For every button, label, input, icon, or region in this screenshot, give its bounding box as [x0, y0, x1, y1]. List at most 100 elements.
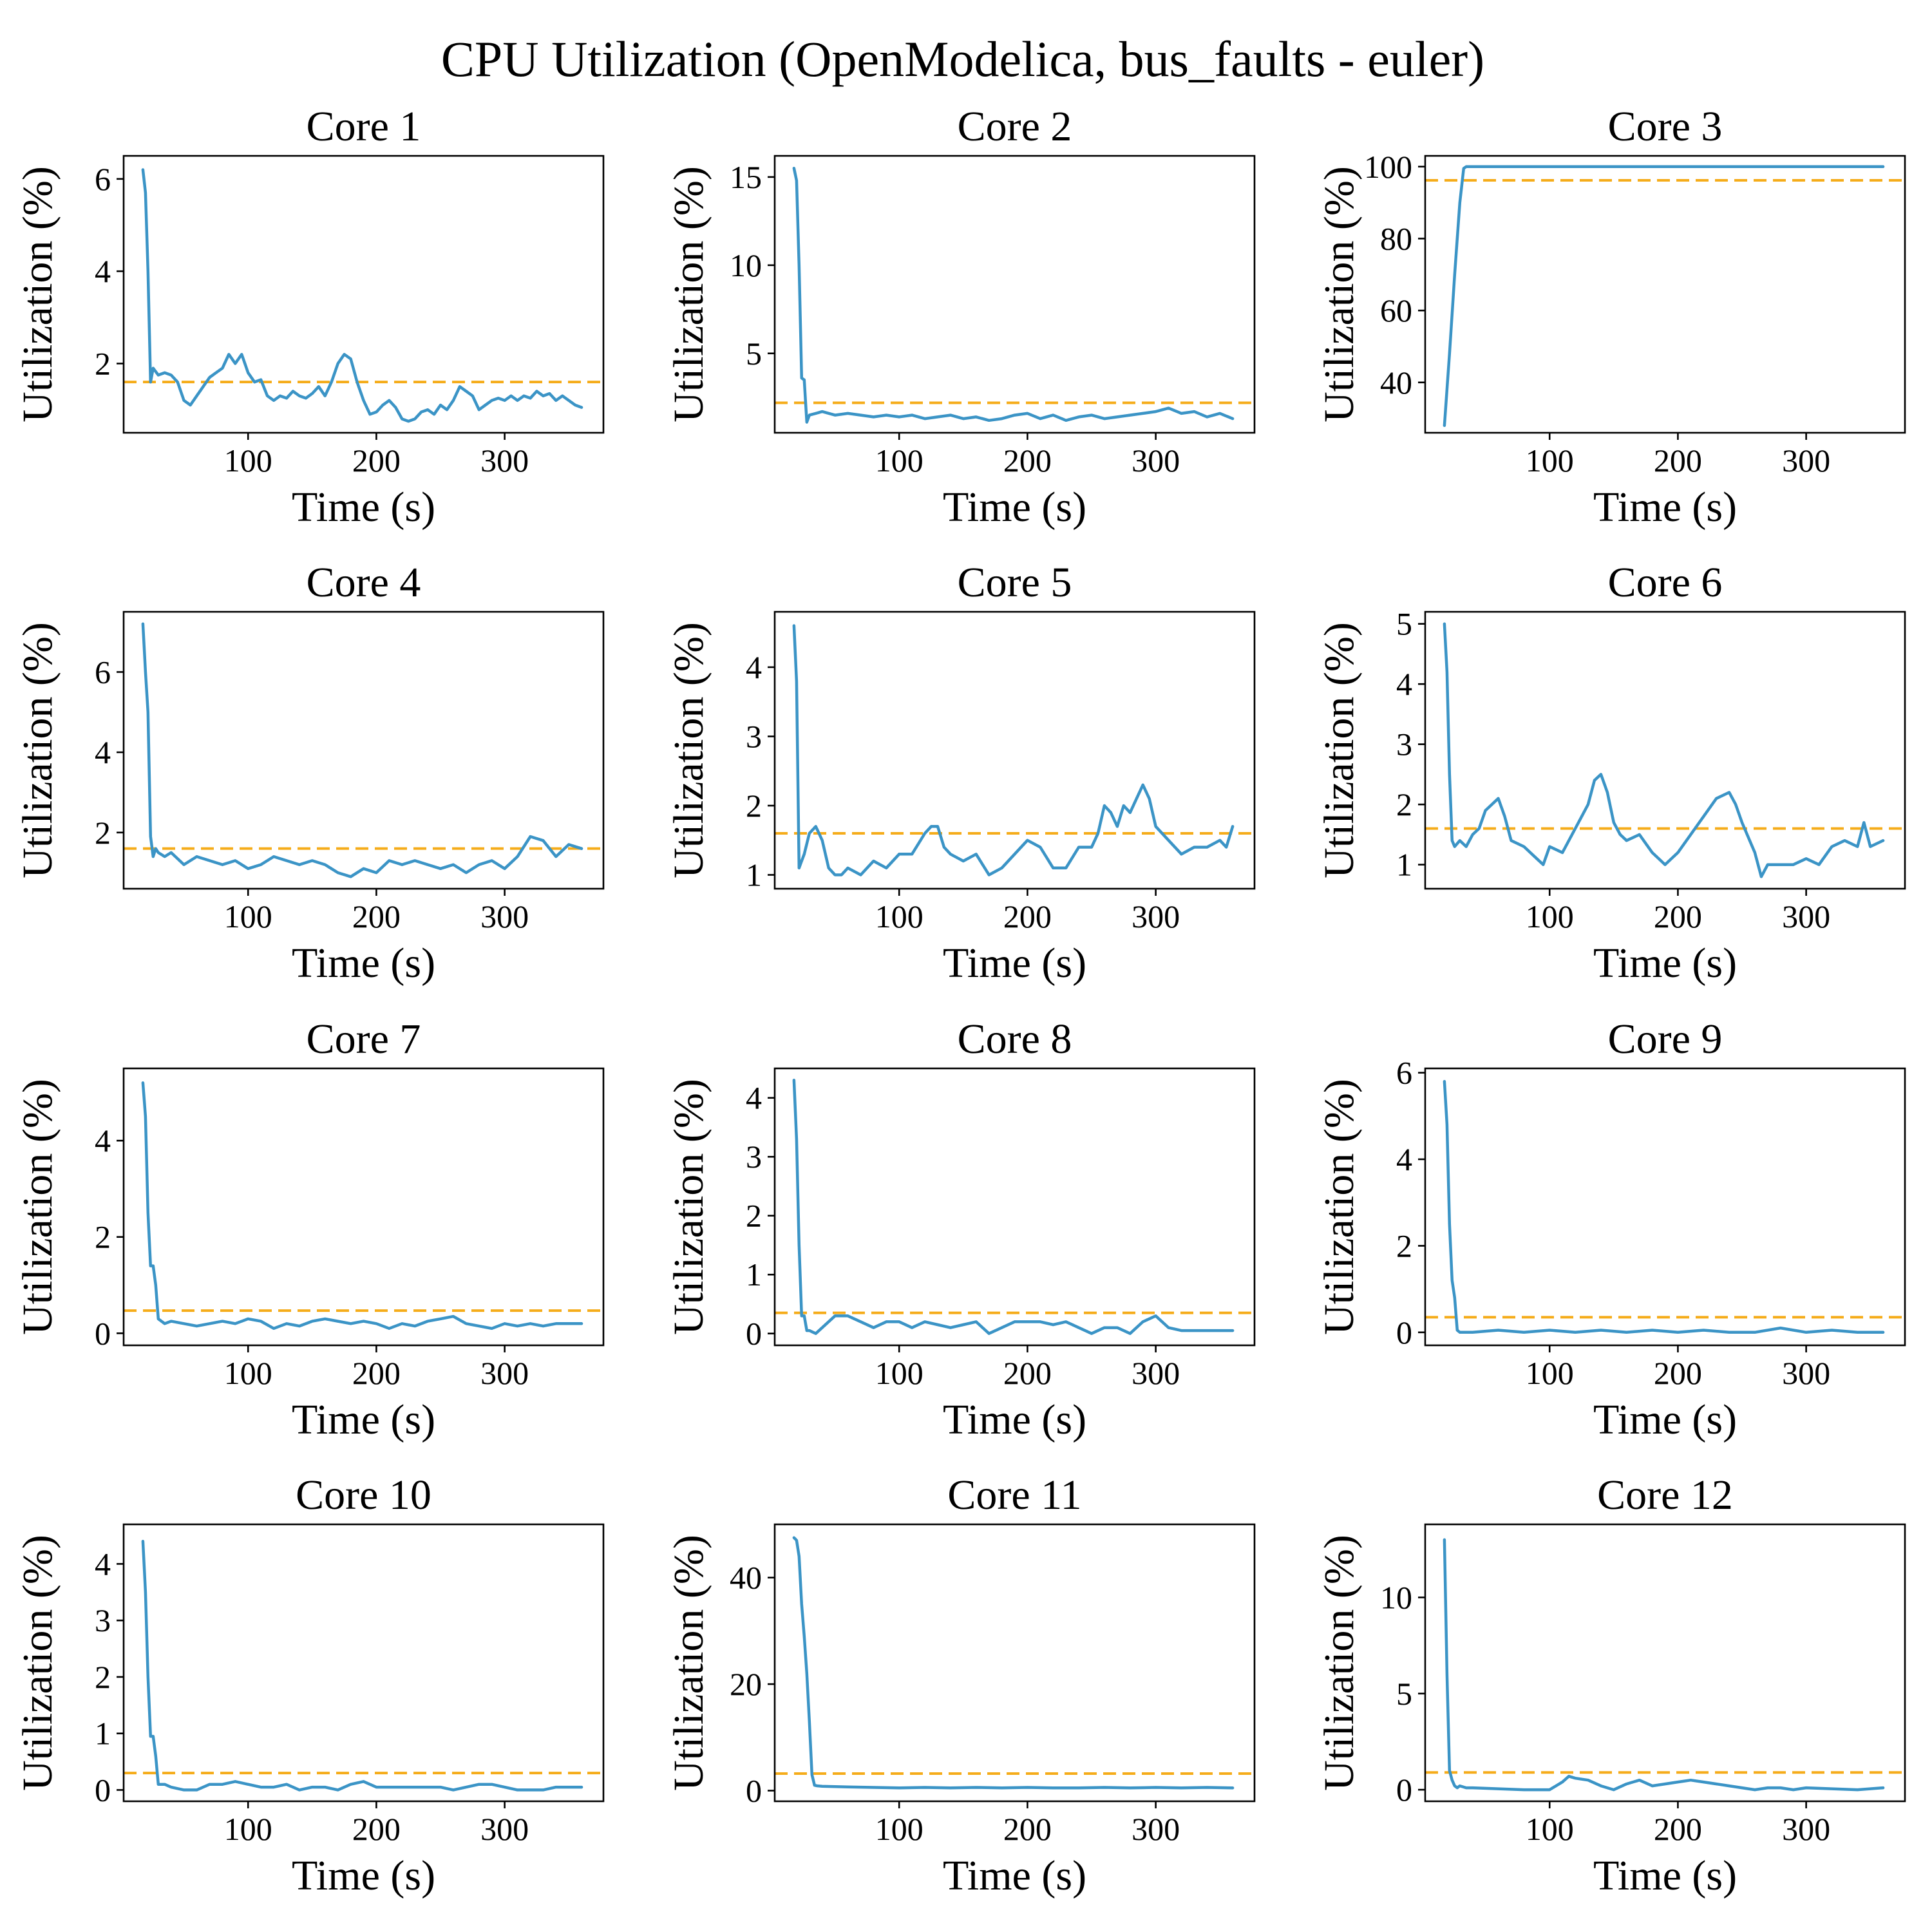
- x-tick-label: 300: [1132, 442, 1180, 478]
- y-axis-label: Utilization (%): [1316, 166, 1363, 422]
- x-tick-label: 300: [1132, 898, 1180, 934]
- x-tick-label: 200: [1003, 1811, 1052, 1847]
- x-tick-label: 100: [875, 1811, 923, 1847]
- y-axis-label: Utilization (%): [665, 1535, 712, 1791]
- x-tick-label: 200: [352, 442, 401, 478]
- panel-title: Core 4: [307, 559, 421, 606]
- plot-frame: [773, 611, 1256, 890]
- plot-frame: [773, 155, 1256, 434]
- y-tick-label: 4: [95, 734, 111, 770]
- panel-title: Core 12: [1597, 1472, 1733, 1519]
- utilization-series-line: [1443, 1538, 1885, 1792]
- core-panel-12: 100 200 300 0 5 10 Core 12 Time (s) Utilization …: [1316, 1472, 1906, 1899]
- utilization-series-line: [141, 1081, 583, 1331]
- utilization-series-line: [1443, 165, 1885, 428]
- utilization-series-line: [792, 624, 1235, 876]
- plot-frame: [773, 1067, 1256, 1347]
- panel-title: Core 3: [1608, 103, 1723, 150]
- y-tick-label: 2: [95, 815, 111, 851]
- x-tick-label: 300: [480, 1811, 529, 1847]
- utilization-series-line: [792, 1079, 1235, 1335]
- y-tick-label: 3: [1396, 726, 1412, 762]
- panel-title: Core 5: [958, 559, 1072, 606]
- panel-title: Core 9: [1608, 1016, 1723, 1063]
- x-axis-label: Time (s): [1593, 940, 1737, 987]
- utilization-series-line: [792, 1536, 1235, 1790]
- core-panel-6: 100 200 300 1 2 3 4 5 Core 6 Time (s) Utilization …: [1316, 559, 1906, 987]
- plot-frame: [122, 1067, 605, 1347]
- y-tick-label: 6: [95, 654, 111, 690]
- core-panel-10: 100 200 300 0 1 2 3 4 Core 10 Time (s) Utilization…: [14, 1472, 605, 1899]
- y-tick-label: 1: [746, 857, 762, 893]
- y-tick-label: 1: [746, 1256, 762, 1293]
- y-axis-label: Utilization (%): [1316, 622, 1363, 878]
- utilization-series-line: [141, 622, 583, 878]
- x-axis-label: Time (s): [1593, 1396, 1737, 1443]
- panel-title: Core 1: [307, 103, 421, 150]
- utilization-series-line: [141, 1540, 583, 1792]
- panel-title: Core 11: [947, 1472, 1081, 1519]
- core-panel-9: 100 200 300 0 2 4 6 Core 9 Time (s) Utilization (…: [1316, 1016, 1906, 1443]
- plot-frame: [1424, 611, 1906, 890]
- x-tick-label: 300: [480, 442, 529, 478]
- x-tick-label: 100: [224, 1355, 272, 1391]
- y-tick-label: 15: [730, 159, 762, 195]
- y-tick-label: 0: [95, 1772, 111, 1808]
- core-panel-2: 100 200 300 5 10 15 Core 2 Time (s) Utilization …: [665, 103, 1256, 531]
- plot-frame: [1424, 1067, 1906, 1347]
- x-tick-label: 200: [1654, 1811, 1702, 1847]
- core-panel-8: 100 200 300 0 1 2 3 4 Core 8 Time (s) Utilization …: [665, 1016, 1256, 1443]
- core-panel-1: 100 200 300 2 4 6 Core 1 Time (s) Utilization (%…: [14, 103, 605, 531]
- utilization-series-line: [792, 166, 1235, 424]
- x-tick-label: 300: [1782, 442, 1830, 478]
- panel-title: Core 7: [307, 1016, 421, 1063]
- x-axis-label: Time (s): [292, 1396, 435, 1443]
- y-tick-label: 60: [1380, 292, 1412, 328]
- x-tick-label: 300: [480, 1355, 529, 1391]
- y-axis-label: Utilization (%): [1316, 1079, 1363, 1335]
- y-tick-label: 4: [746, 649, 762, 685]
- y-tick-label: 80: [1380, 220, 1412, 256]
- x-axis-label: Time (s): [292, 484, 435, 531]
- y-axis-label: Utilization (%): [665, 622, 712, 878]
- x-tick-label: 200: [352, 1811, 401, 1847]
- y-tick-label: 10: [730, 247, 762, 283]
- y-tick-label: 0: [746, 1316, 762, 1352]
- core-panel-4: 100 200 300 2 4 6 Core 4 Time (s) Utilization (%…: [14, 559, 605, 987]
- y-tick-label: 5: [1396, 606, 1412, 642]
- x-tick-label: 200: [1003, 442, 1052, 478]
- utilization-series-line: [1443, 1079, 1885, 1334]
- plot-frame: [1424, 1523, 1906, 1803]
- panel-title: Core 10: [296, 1472, 431, 1519]
- y-tick-label: 6: [95, 161, 111, 197]
- x-tick-label: 100: [875, 442, 923, 478]
- y-tick-label: 10: [1380, 1579, 1412, 1615]
- x-axis-label: Time (s): [943, 1852, 1086, 1899]
- x-tick-label: 200: [1003, 1355, 1052, 1391]
- x-tick-label: 100: [875, 1355, 923, 1391]
- x-tick-label: 300: [1132, 1355, 1180, 1391]
- plot-frame: [122, 611, 605, 890]
- y-tick-label: 6: [1396, 1055, 1412, 1091]
- x-tick-label: 100: [1526, 1355, 1574, 1391]
- x-axis-label: Time (s): [1593, 484, 1737, 531]
- y-tick-label: 2: [1396, 786, 1412, 822]
- x-axis-label: Time (s): [292, 940, 435, 987]
- figure-title: CPU Utilization (OpenModelica, bus_fault…: [441, 31, 1484, 87]
- core-panel-7: 100 200 300 0 2 4 Core 7 Time (s) Utilization (%…: [14, 1016, 605, 1443]
- y-tick-label: 4: [95, 1546, 111, 1582]
- y-axis-label: Utilization (%): [14, 622, 61, 878]
- y-tick-label: 100: [1364, 149, 1412, 185]
- y-tick-label: 2: [95, 1659, 111, 1695]
- x-tick-label: 300: [1132, 1811, 1180, 1847]
- x-tick-label: 200: [1654, 1355, 1702, 1391]
- y-tick-label: 4: [95, 253, 111, 289]
- y-tick-label: 2: [1396, 1227, 1412, 1264]
- y-axis-label: Utilization (%): [14, 1079, 61, 1335]
- y-tick-label: 2: [746, 788, 762, 824]
- x-tick-label: 100: [1526, 898, 1574, 934]
- y-tick-label: 1: [95, 1716, 111, 1752]
- y-tick-label: 3: [746, 1139, 762, 1175]
- core-panel-5: 100 200 300 1 2 3 4 Core 5 Time (s) Utilization (…: [665, 559, 1256, 987]
